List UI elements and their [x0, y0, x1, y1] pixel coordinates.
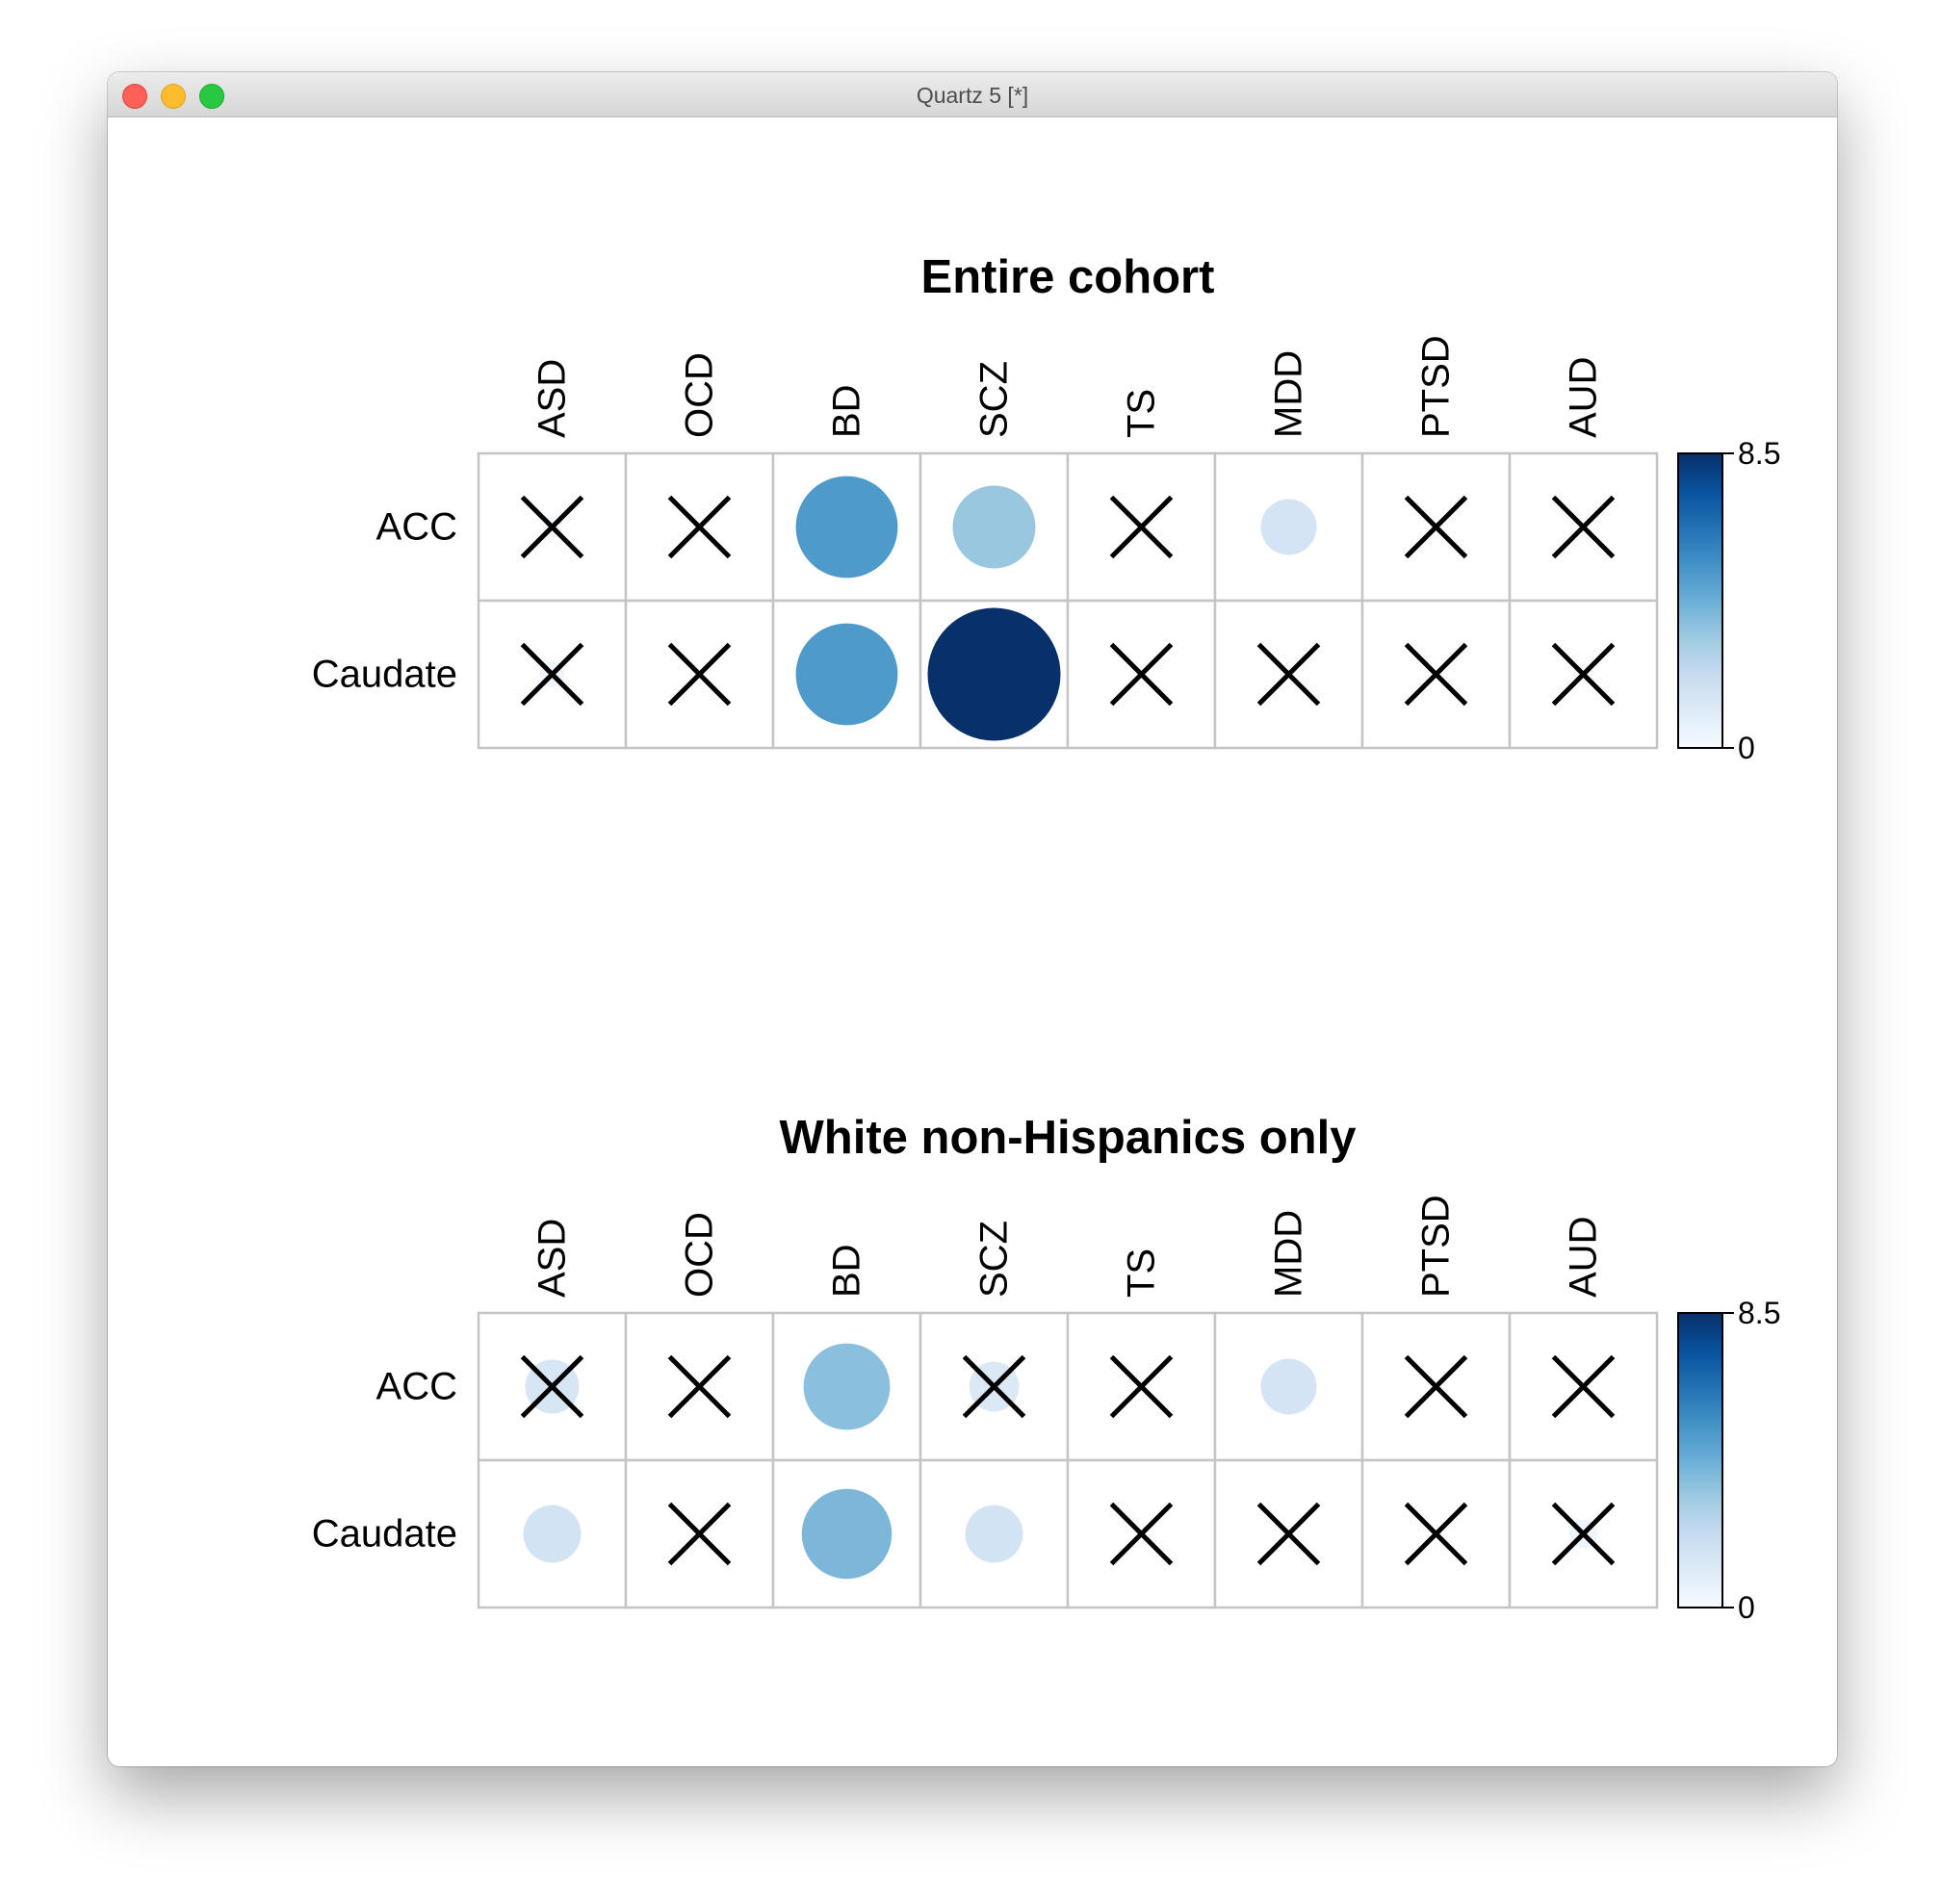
cross-caudate-aud: [1551, 642, 1616, 707]
cross-acc-ts: [1109, 1354, 1174, 1419]
column-label-bd: BD: [826, 1244, 868, 1298]
column-label-ocd: OCD: [679, 1212, 721, 1298]
column-label-mdd: MDD: [1268, 350, 1310, 438]
column-label-ptsd: PTSD: [1415, 1195, 1458, 1298]
colorbar-label-min-1: 0: [1738, 1590, 1755, 1625]
column-label-scz: SCZ: [973, 361, 1016, 438]
cross-caudate-mdd: [1256, 1502, 1321, 1566]
column-label-scz: SCZ: [973, 1221, 1016, 1298]
cross-caudate-ptsd: [1404, 642, 1468, 707]
colorbar-0: [1677, 452, 1723, 749]
cross-caudate-asd: [520, 642, 584, 707]
row-label-caudate: Caudate: [312, 654, 457, 696]
column-label-mdd: MDD: [1268, 1210, 1310, 1298]
cross-acc-ts: [1109, 495, 1174, 559]
row-label-acc: ACC: [376, 506, 457, 549]
circle-acc-mdd: [1260, 1358, 1317, 1415]
cross-acc-scz: [962, 1354, 1026, 1419]
circle-caudate-scz: [927, 607, 1061, 741]
circle-acc-mdd: [1260, 499, 1317, 555]
colorbar-label-min-0: 0: [1738, 731, 1755, 765]
cross-acc-aud: [1551, 1354, 1616, 1419]
circle-caudate-bd: [801, 1488, 893, 1580]
column-label-asd: ASD: [531, 1219, 574, 1298]
circle-acc-scz: [952, 485, 1036, 569]
panel-title-0: Entire cohort: [921, 251, 1215, 303]
close-window-button[interactable]: [122, 84, 147, 109]
colorbar-label-max-1: 8.5: [1738, 1296, 1780, 1330]
cross-caudate-ocd: [667, 642, 732, 707]
cross-acc-asd: [520, 1354, 584, 1419]
cross-acc-ocd: [667, 1354, 732, 1419]
cross-acc-asd: [520, 495, 584, 559]
cross-acc-ptsd: [1404, 495, 1468, 559]
cross-caudate-ptsd: [1404, 1502, 1468, 1566]
column-label-asd: ASD: [531, 359, 574, 438]
cross-caudate-mdd: [1256, 642, 1321, 707]
cross-acc-ocd: [667, 495, 732, 559]
cross-acc-aud: [1551, 495, 1616, 559]
window-title: Quartz 5 [*]: [916, 83, 1029, 108]
column-label-ptsd: PTSD: [1415, 335, 1458, 438]
column-label-ocd: OCD: [679, 352, 721, 438]
circle-caudate-asd: [523, 1505, 582, 1563]
cross-caudate-ts: [1109, 642, 1174, 707]
cross-caudate-aud: [1551, 1502, 1616, 1566]
circle-acc-bd: [795, 476, 898, 579]
zoom-window-button[interactable]: [199, 84, 224, 109]
cross-caudate-ocd: [667, 1502, 732, 1566]
colorbar-1: [1677, 1312, 1723, 1608]
circle-acc-bd: [803, 1343, 891, 1430]
column-label-ts: TS: [1121, 1248, 1163, 1298]
corrplot-canvas: Entire cohort ASD OCD BD SCZ TS MDD PTSD AUD ACC C…: [312, 251, 1781, 1625]
column-label-bd: BD: [826, 384, 868, 438]
column-label-aud: AUD: [1563, 357, 1605, 438]
circle-caudate-bd: [795, 623, 898, 726]
cross-acc-ptsd: [1404, 1354, 1468, 1419]
circle-caudate-scz: [965, 1505, 1023, 1563]
column-label-ts: TS: [1121, 389, 1163, 438]
quartz-window: Quartz 5 [*] Entire cohort ASD OCD BD SCZ TS M…: [108, 72, 1837, 1766]
window-titlebar[interactable]: Quartz 5 [*]: [108, 72, 1837, 117]
cross-caudate-ts: [1109, 1502, 1174, 1566]
panel-title-1: White non-Hispanics only: [780, 1112, 1357, 1164]
minimize-window-button[interactable]: [161, 84, 186, 109]
row-label-caudate: Caudate: [312, 1513, 457, 1556]
row-label-acc: ACC: [376, 1366, 457, 1408]
column-label-aud: AUD: [1563, 1217, 1605, 1298]
colorbar-label-max-0: 8.5: [1738, 436, 1780, 471]
